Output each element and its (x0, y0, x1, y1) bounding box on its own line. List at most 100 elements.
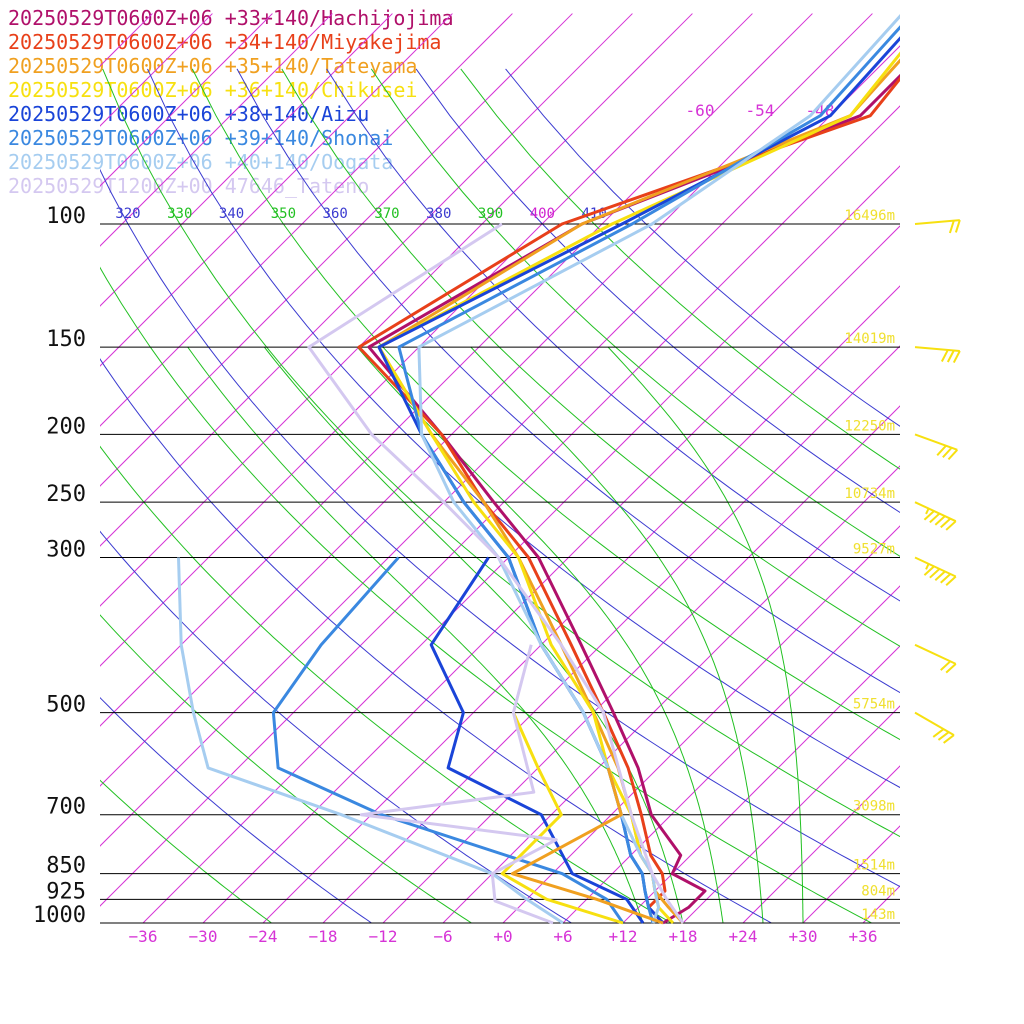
theta-label: 320 (115, 206, 140, 222)
height-label: 5754m (853, 697, 895, 713)
isotherm-line (742, 765, 900, 923)
theta-label: 390 (478, 206, 503, 222)
dry-adiabat-line (100, 696, 372, 923)
wind-barb-staff (914, 346, 960, 353)
theta-label: 400 (530, 206, 555, 222)
wind-barb-staff (914, 556, 957, 578)
wind-barb-flag (940, 517, 952, 529)
isotherm-line (100, 13, 813, 727)
height-label: 12250m (844, 418, 895, 434)
pressure-label: 700 (46, 795, 86, 820)
isotherm-line (100, 13, 153, 67)
isotherm-line (382, 405, 900, 923)
wind-barb-flag (929, 512, 941, 524)
temperature-line (357, 76, 900, 925)
moist-adiabat-line (607, 346, 804, 923)
legend-entry: 20250529T0600Z+06 +40+140/Oogata (8, 150, 394, 174)
theta-label: 360 (323, 206, 348, 222)
temperature-tick-label: −30 (189, 927, 218, 946)
wind-barb (914, 433, 959, 461)
temperature-tick-label: +36 (849, 927, 878, 946)
isotherm-line (983, 14, 1024, 923)
isotherm-line (862, 885, 900, 923)
dry-adiabat-line (100, 614, 472, 923)
temperature-tick-label: −18 (309, 927, 338, 946)
wind-barb-flag (952, 350, 961, 363)
legend-entry: 20250529T0600Z+06 +33+140/Hachijojima (8, 6, 454, 30)
height-label: 804m (861, 883, 895, 899)
wind-barb (914, 219, 961, 234)
wind-barb-flag (934, 570, 946, 581)
wind-barb (914, 501, 957, 531)
isotherm-line (100, 13, 753, 667)
temperature-tick-label: +18 (669, 927, 698, 946)
pressure-label: 300 (46, 538, 86, 563)
isotherm-line (100, 13, 873, 787)
isotherm-line (0, 14, 92, 923)
temperature-tick-label: −12 (369, 927, 398, 946)
height-label: 16496m (844, 208, 895, 224)
temperature-line (377, 36, 900, 925)
isotherm-line (100, 13, 633, 547)
dry-adiabat-line (100, 358, 772, 923)
pressure-label: 925 (46, 879, 86, 904)
dry-adiabat-line (505, 68, 900, 427)
dewpoint-line (359, 644, 558, 925)
dry-adiabat-line (460, 68, 900, 470)
wind-barb-staff (914, 433, 958, 451)
sounding-series (177, 14, 900, 925)
dewpoint-line (429, 556, 645, 924)
isotherm-label: -60 (686, 101, 715, 120)
isotherm-label: -54 (746, 101, 775, 120)
isotherm-line (262, 285, 900, 923)
height-label: 3098m (853, 799, 895, 815)
wind-barb-flag (923, 565, 935, 576)
wind-barb-staff (914, 501, 957, 523)
temperature-line (367, 73, 900, 925)
temperature-line (307, 222, 685, 924)
temperature-line (397, 25, 900, 924)
dry-adiabat-line (100, 445, 672, 923)
isotherm-line (923, 14, 1024, 923)
wind-barb (914, 346, 961, 363)
theta-label: 380 (426, 206, 451, 222)
isotherm-line (100, 13, 693, 607)
dry-adiabat-line (326, 68, 900, 602)
height-label: 143m (861, 907, 895, 923)
temperature-tick-label: −6 (433, 927, 452, 946)
wind-barb-half-flag (925, 508, 930, 515)
wind-barb-flag (940, 349, 949, 362)
temperature-tick-label: +24 (729, 927, 758, 946)
temperature-tick-label: +0 (493, 927, 512, 946)
isotherm-line (100, 45, 900, 847)
height-label: 10734m (844, 486, 895, 502)
wind-barb-flag (947, 449, 959, 461)
legend-entry: 20250529T0600Z+06 +38+140/Aizu (8, 102, 370, 126)
dewpoint-line (510, 767, 664, 925)
wind-barb-flag (929, 568, 941, 579)
temperature-tick-label: +6 (553, 927, 572, 946)
pressure-label: 1000 (33, 903, 86, 928)
dry-adiabat-line (191, 68, 900, 741)
wind-barb-half-flag (925, 563, 930, 570)
legend-entry: 20250529T0600Z+06 +34+140/Miyakejima (8, 30, 442, 54)
dewpoint-line (177, 557, 564, 925)
dry-adiabat-line (102, 68, 900, 838)
isotherm-line (100, 13, 333, 247)
wind-barb-staff (914, 219, 960, 225)
isotherm-line (322, 345, 900, 923)
wind-barb-flag (942, 447, 953, 459)
wind-barb-staff (914, 643, 957, 665)
theta-label: 340 (219, 206, 244, 222)
temperature-tick-label: +12 (609, 927, 638, 946)
height-label: 1514m (853, 858, 895, 874)
dry-adiabat-line (370, 68, 900, 557)
dewpoint-line (500, 711, 624, 925)
wind-barb-flag (948, 220, 955, 234)
isotherm-line (802, 825, 900, 923)
temperature-line (417, 14, 900, 924)
isotherm-line (682, 705, 900, 923)
temperature-tick-label: +30 (789, 927, 818, 946)
wind-barb-flag (940, 573, 952, 584)
